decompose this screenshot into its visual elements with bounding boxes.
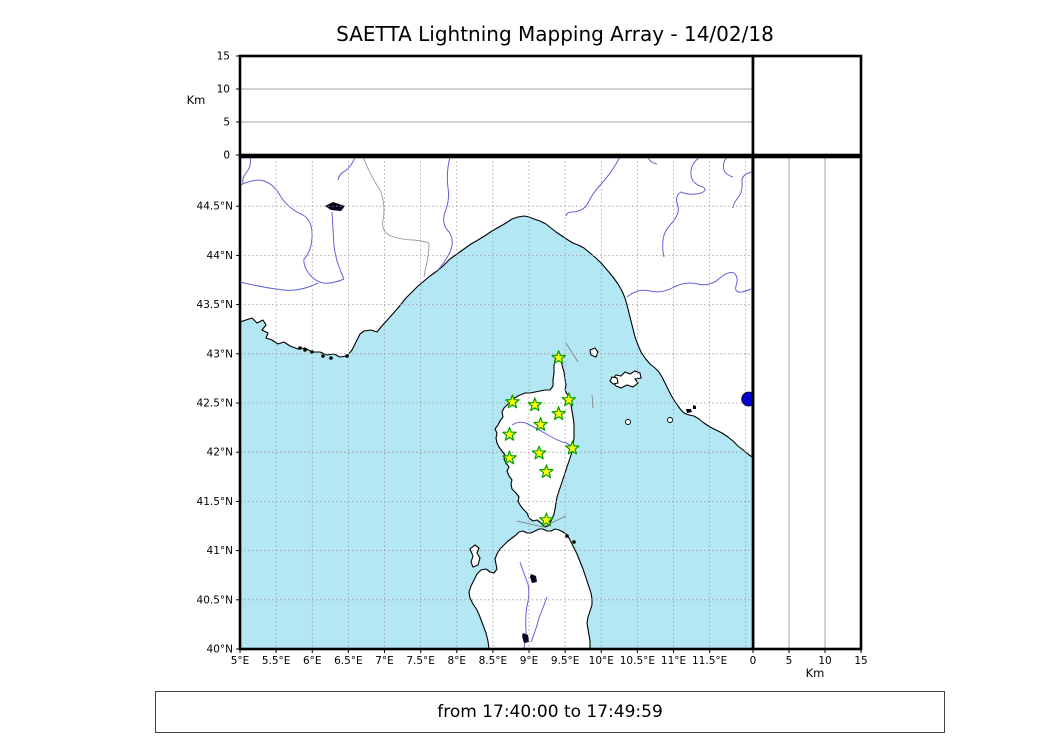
country-border <box>362 157 430 278</box>
top-altitude-panel <box>238 54 755 157</box>
dist-tick-label: 10 <box>818 655 831 667</box>
alt-tick-label: 15 <box>217 51 230 63</box>
right-panel-axis-unit: Km <box>806 666 825 680</box>
lon-tick-label: 8.5°E <box>479 655 508 667</box>
alt-tick-label: 5 <box>223 117 230 129</box>
top-panel-axis-unit: Km <box>187 93 206 107</box>
map-line-segments <box>516 342 594 528</box>
lon-tick-label: 6°E <box>303 655 322 667</box>
lat-tick-label: 44°N <box>207 250 233 262</box>
islet-dot <box>321 354 325 358</box>
source-dot <box>741 391 753 407</box>
lat-tick-label: 40°N <box>207 644 233 656</box>
lat-tick-label: 44.5°N <box>197 201 233 213</box>
alt-tick-label: 10 <box>217 84 230 96</box>
lat-tick-label: 43.5°N <box>197 299 233 311</box>
station-star-marker <box>539 512 554 527</box>
lat-tick-label: 40.5°N <box>197 594 233 606</box>
station-markers <box>502 350 580 527</box>
tick-marks <box>236 55 862 653</box>
sardinia-island <box>468 528 593 649</box>
time-range-caption: from 17:40:00 to 17:49:59 <box>155 691 945 733</box>
corsica-island <box>494 354 575 528</box>
station-star-marker <box>527 397 543 412</box>
figure-title: SAETTA Lightning Mapping Array - 14/02/1… <box>336 22 774 46</box>
map-panel <box>240 157 753 649</box>
station-star-marker <box>561 392 576 407</box>
distance-tick-labels: 0 5 10 15 <box>750 655 868 667</box>
station-star-marker <box>565 440 580 455</box>
lon-tick-label: 10.5°E <box>620 655 655 667</box>
lon-tick-label: 8°E <box>447 655 466 667</box>
islet-dot <box>310 350 314 354</box>
lon-tick-label: 10°E <box>589 655 614 667</box>
station-star-marker <box>502 426 517 441</box>
islet <box>667 417 673 423</box>
lightning-source-dot <box>741 391 753 407</box>
lon-tick-label: 5.5°E <box>262 655 291 667</box>
right-panel-gridlines <box>788 157 826 649</box>
dist-tick-label: 0 <box>750 655 757 667</box>
latitude-tick-labels: 44.5°N 44°N 43.5°N 43°N 42.5°N 42°N 41.5°N 41°N… <box>197 201 233 656</box>
lon-tick-label: 7°E <box>375 655 394 667</box>
islet-dot <box>572 540 576 544</box>
lon-tick-label: 5°E <box>231 655 250 667</box>
lat-tick-label: 41.5°N <box>197 496 233 508</box>
corner-panel <box>751 54 863 157</box>
altitude-tick-labels: 0 5 10 15 <box>217 51 230 162</box>
elba-island <box>611 370 642 389</box>
station-star-marker <box>539 464 554 479</box>
station-star-marker <box>505 394 520 409</box>
islet-dot <box>298 346 302 350</box>
top-panel-gridlines <box>240 88 753 123</box>
islet-dot <box>565 534 569 538</box>
time-range-text: from 17:40:00 to 17:49:59 <box>437 702 663 722</box>
lat-tick-label: 42.5°N <box>197 398 233 410</box>
lat-tick-label: 43°N <box>207 348 233 360</box>
station-star-marker <box>551 350 566 364</box>
islet-dot <box>303 348 307 352</box>
islet <box>625 419 631 425</box>
station-star-marker <box>502 450 517 465</box>
lon-tick-label: 11°E <box>661 655 686 667</box>
lon-tick-label: 6.5°E <box>334 655 363 667</box>
dist-tick-label: 5 <box>786 655 793 667</box>
map-gridlines <box>240 157 753 649</box>
station-star-marker <box>551 406 566 421</box>
right-altitude-panel <box>751 155 863 651</box>
lat-tick-label: 41°N <box>207 545 233 557</box>
lat-tick-label: 42°N <box>207 447 233 459</box>
lon-tick-label: 9.5°E <box>551 655 580 667</box>
islet-dots <box>298 346 673 544</box>
islet-dot <box>329 356 333 360</box>
alt-tick-label: 0 <box>223 150 230 162</box>
lon-tick-label: 7.5°E <box>406 655 435 667</box>
dist-tick-label: 15 <box>854 655 867 667</box>
longitude-tick-labels: 5°E 5.5°E 6°E 6.5°E 7°E 7.5°E 8°E 8.5°E 9°E 9.5°E… <box>231 655 728 667</box>
lon-tick-label: 9°E <box>520 655 539 667</box>
lon-tick-label: 11.5°E <box>692 655 727 667</box>
small-islands <box>589 347 619 385</box>
islet-dot <box>345 354 349 358</box>
station-star-marker <box>533 417 548 431</box>
station-star-marker <box>531 445 547 460</box>
